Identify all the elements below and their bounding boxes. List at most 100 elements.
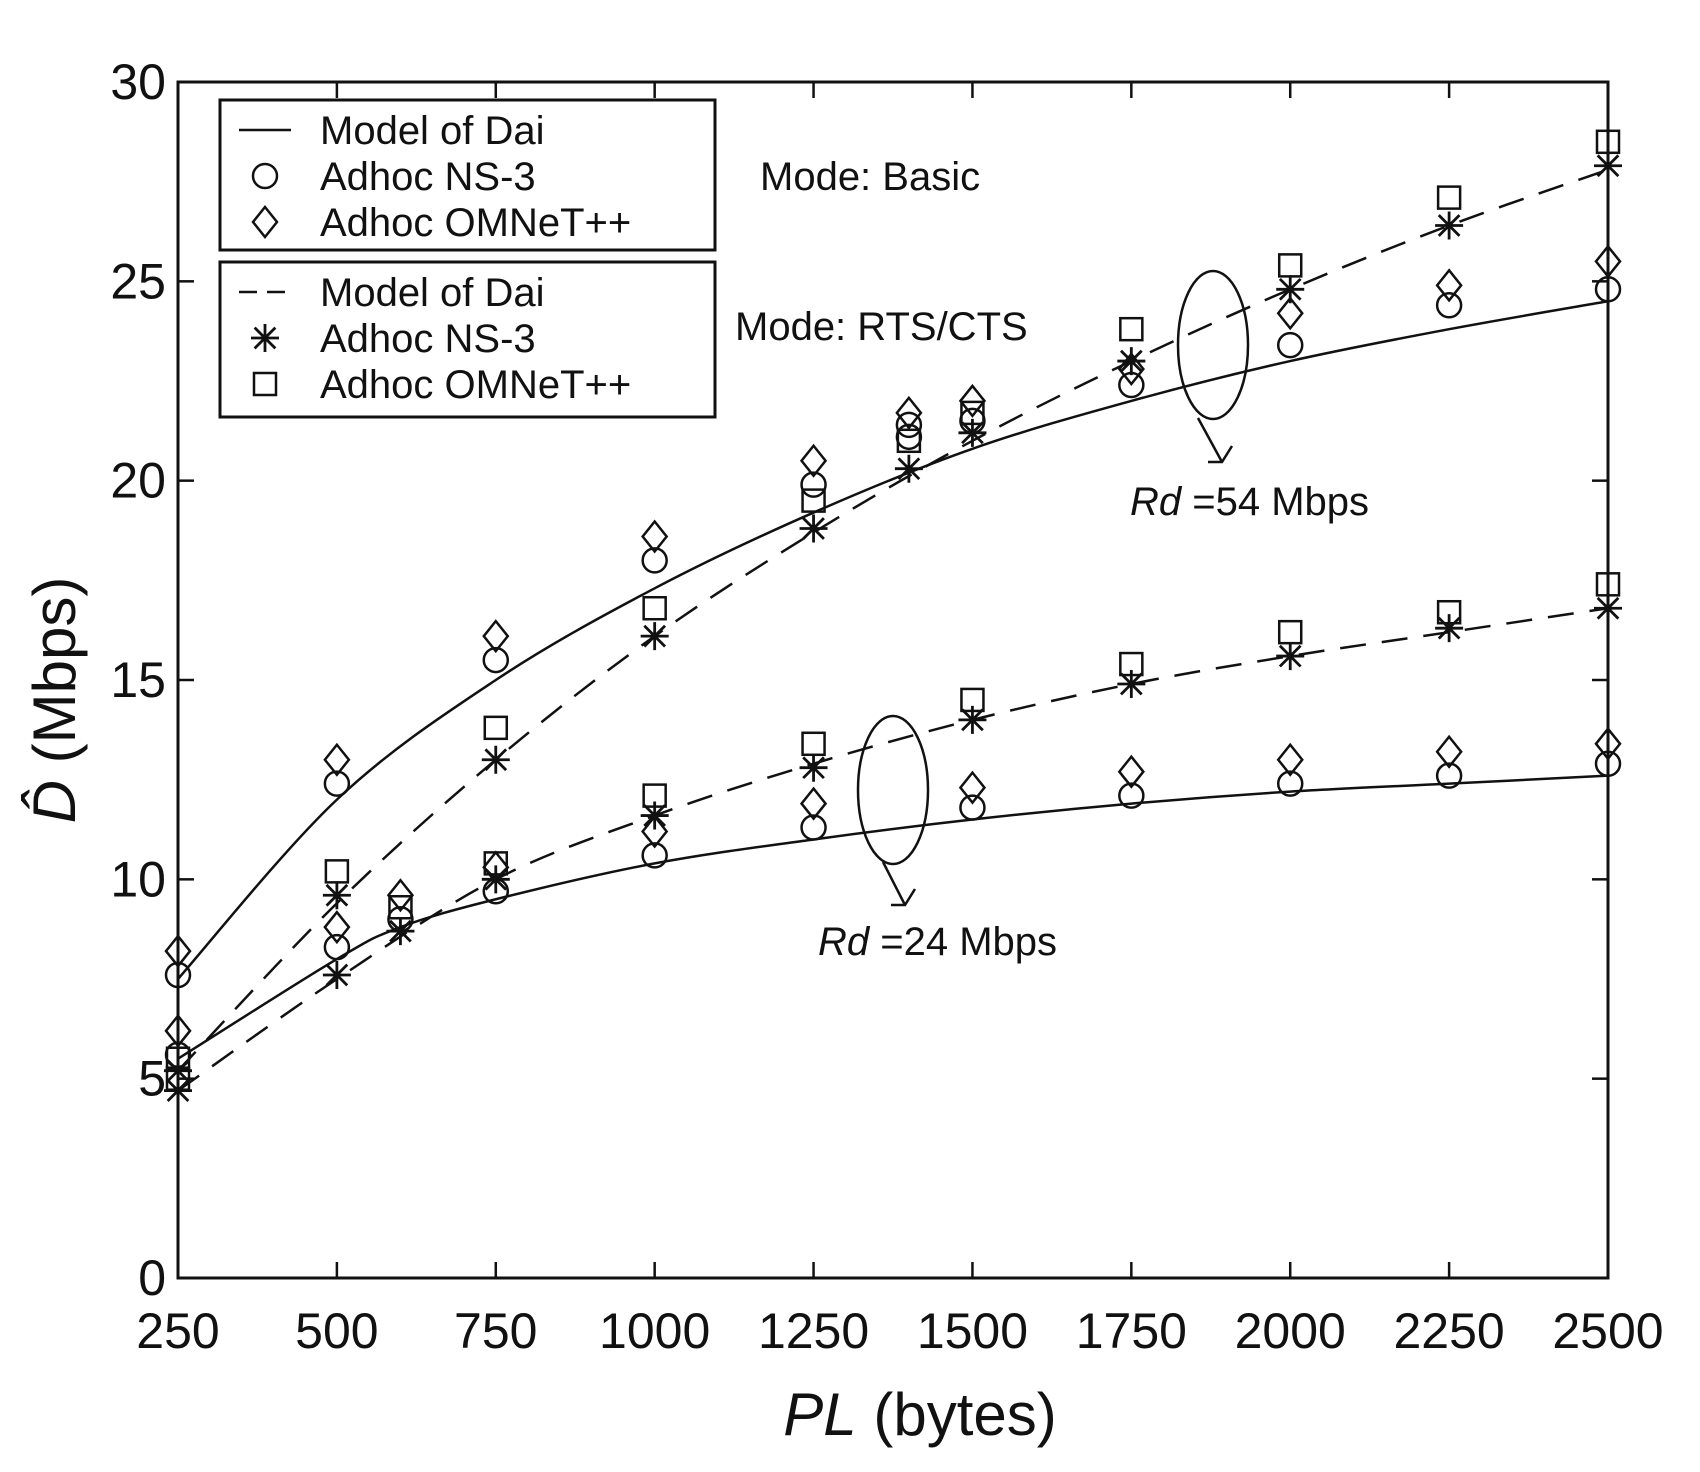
data-point-asterisk xyxy=(958,418,987,447)
y-tick-label: 20 xyxy=(110,453,166,509)
group-ellipse-24 xyxy=(856,714,930,866)
annotation-arrow-24 xyxy=(881,861,907,906)
data-point-asterisk xyxy=(1117,669,1146,698)
data-point-square xyxy=(642,783,667,808)
annotation-rate-54-value: =54 Mbps xyxy=(1181,480,1369,524)
data-point-circle xyxy=(1118,782,1145,809)
data-point-circle xyxy=(641,547,668,574)
legend-label: Model of Dai xyxy=(320,271,545,315)
data-point-circle xyxy=(641,842,668,869)
x-tick-label: 250 xyxy=(136,1303,219,1359)
data-point-square xyxy=(1436,185,1462,210)
data-point-circle xyxy=(482,646,510,674)
legend-swatch-square xyxy=(252,371,278,397)
y-tick-label: 15 xyxy=(110,652,166,708)
y-axis-symbol: D̂ xyxy=(21,780,88,823)
data-point-circle xyxy=(164,961,192,989)
data-point-asterisk xyxy=(386,917,415,946)
legend-swatch-asterisk xyxy=(251,324,279,352)
y-tick-label: 30 xyxy=(110,54,166,110)
legend-swatch-circle xyxy=(251,162,279,190)
legend-swatch-diamond xyxy=(251,204,279,240)
annotation-rate-24-value: =24 Mbps xyxy=(869,920,1057,964)
data-point-circle xyxy=(959,794,986,821)
data-point-asterisk xyxy=(1276,275,1305,304)
data-point-diamond xyxy=(641,814,669,849)
data-point-square xyxy=(801,731,826,757)
x-tick-label: 1750 xyxy=(1076,1303,1187,1359)
data-point-asterisk xyxy=(1594,594,1622,623)
data-point-asterisk xyxy=(1594,151,1622,180)
data-point-circle xyxy=(1435,292,1463,319)
data-point-circle xyxy=(1276,331,1304,359)
legend-label: Adhoc OMNeT++ xyxy=(320,201,631,245)
data-point-square xyxy=(165,1066,191,1091)
data-point-circle xyxy=(1276,770,1304,797)
series-line-rts-cts-54 xyxy=(177,168,1609,1072)
legend-label: Model of Dai xyxy=(320,109,545,153)
data-point-square xyxy=(896,428,922,454)
legend-box xyxy=(218,98,717,252)
svg-text:D̂ (Mbps): D̂ (Mbps) xyxy=(21,577,88,824)
data-point-circle xyxy=(895,411,923,439)
y-tick-label: 10 xyxy=(110,851,166,907)
data-point-diamond xyxy=(1435,734,1463,769)
y-tick-label: 5 xyxy=(138,1051,166,1107)
data-point-asterisk xyxy=(640,622,669,651)
data-point-diamond xyxy=(1117,352,1145,387)
data-point-diamond xyxy=(799,443,828,478)
series-line-basic-24 xyxy=(177,774,1609,1060)
data-point-square xyxy=(483,851,509,876)
data-point-asterisk xyxy=(322,881,351,910)
data-point-asterisk xyxy=(958,705,987,734)
data-point-asterisk xyxy=(481,865,510,894)
data-point-square xyxy=(1436,599,1462,625)
data-point-diamond xyxy=(386,878,415,913)
data-point-circle xyxy=(800,471,827,498)
x-tick-label: 500 xyxy=(295,1303,378,1359)
annotation-arrowhead-24 xyxy=(891,888,917,907)
x-tick-label: 1500 xyxy=(917,1303,1028,1359)
x-tick-label: 1250 xyxy=(758,1303,869,1359)
x-tick-label: 2000 xyxy=(1235,1303,1346,1359)
data-point-asterisk xyxy=(322,961,351,990)
data-point-diamond xyxy=(1594,244,1622,279)
data-point-asterisk xyxy=(481,745,510,774)
legend-box xyxy=(218,260,717,419)
data-point-circle xyxy=(800,814,827,841)
data-point-diamond xyxy=(958,383,987,418)
y-axis-title: D̂ (Mbps) xyxy=(21,577,88,824)
annotation-rate-24: Rd =24 Mbps xyxy=(818,920,1057,964)
data-point-diamond xyxy=(641,519,669,554)
data-point-diamond xyxy=(1276,742,1304,777)
data-point-square xyxy=(1277,619,1303,645)
data-point-square xyxy=(1119,651,1144,677)
data-point-circle xyxy=(323,933,351,961)
annotation-arrow-54 xyxy=(1196,417,1224,463)
data-point-diamond xyxy=(1276,296,1304,331)
data-point-asterisk xyxy=(1435,211,1464,240)
annotation-mode-basic: Mode: Basic xyxy=(760,155,980,199)
y-tick-label: 0 xyxy=(138,1250,166,1306)
x-tick-label: 2250 xyxy=(1393,1303,1504,1359)
data-point-diamond xyxy=(164,934,192,969)
data-point-diamond xyxy=(958,770,987,805)
data-point-square xyxy=(324,859,350,884)
y-tick-label: 25 xyxy=(110,253,166,309)
data-point-diamond xyxy=(895,395,923,430)
data-point-square xyxy=(642,595,667,621)
data-point-square xyxy=(801,488,826,513)
data-point-square xyxy=(960,687,985,713)
data-point-diamond xyxy=(482,619,510,654)
series-line-basic-54 xyxy=(177,300,1609,980)
annotation-mode-rts-cts: Mode: RTS/CTS xyxy=(735,305,1028,349)
data-point-square xyxy=(1595,129,1621,155)
data-point-asterisk xyxy=(894,454,923,483)
annotation-rate-54-symbol: Rd xyxy=(1130,480,1183,524)
legend-label: Adhoc NS-3 xyxy=(320,317,536,361)
data-point-circle xyxy=(323,770,351,797)
data-point-diamond xyxy=(1435,268,1463,303)
legend-label: Adhoc NS-3 xyxy=(320,155,536,199)
svg-text:PL (bytes): PL (bytes) xyxy=(783,1381,1056,1448)
data-point-square xyxy=(165,1046,191,1071)
